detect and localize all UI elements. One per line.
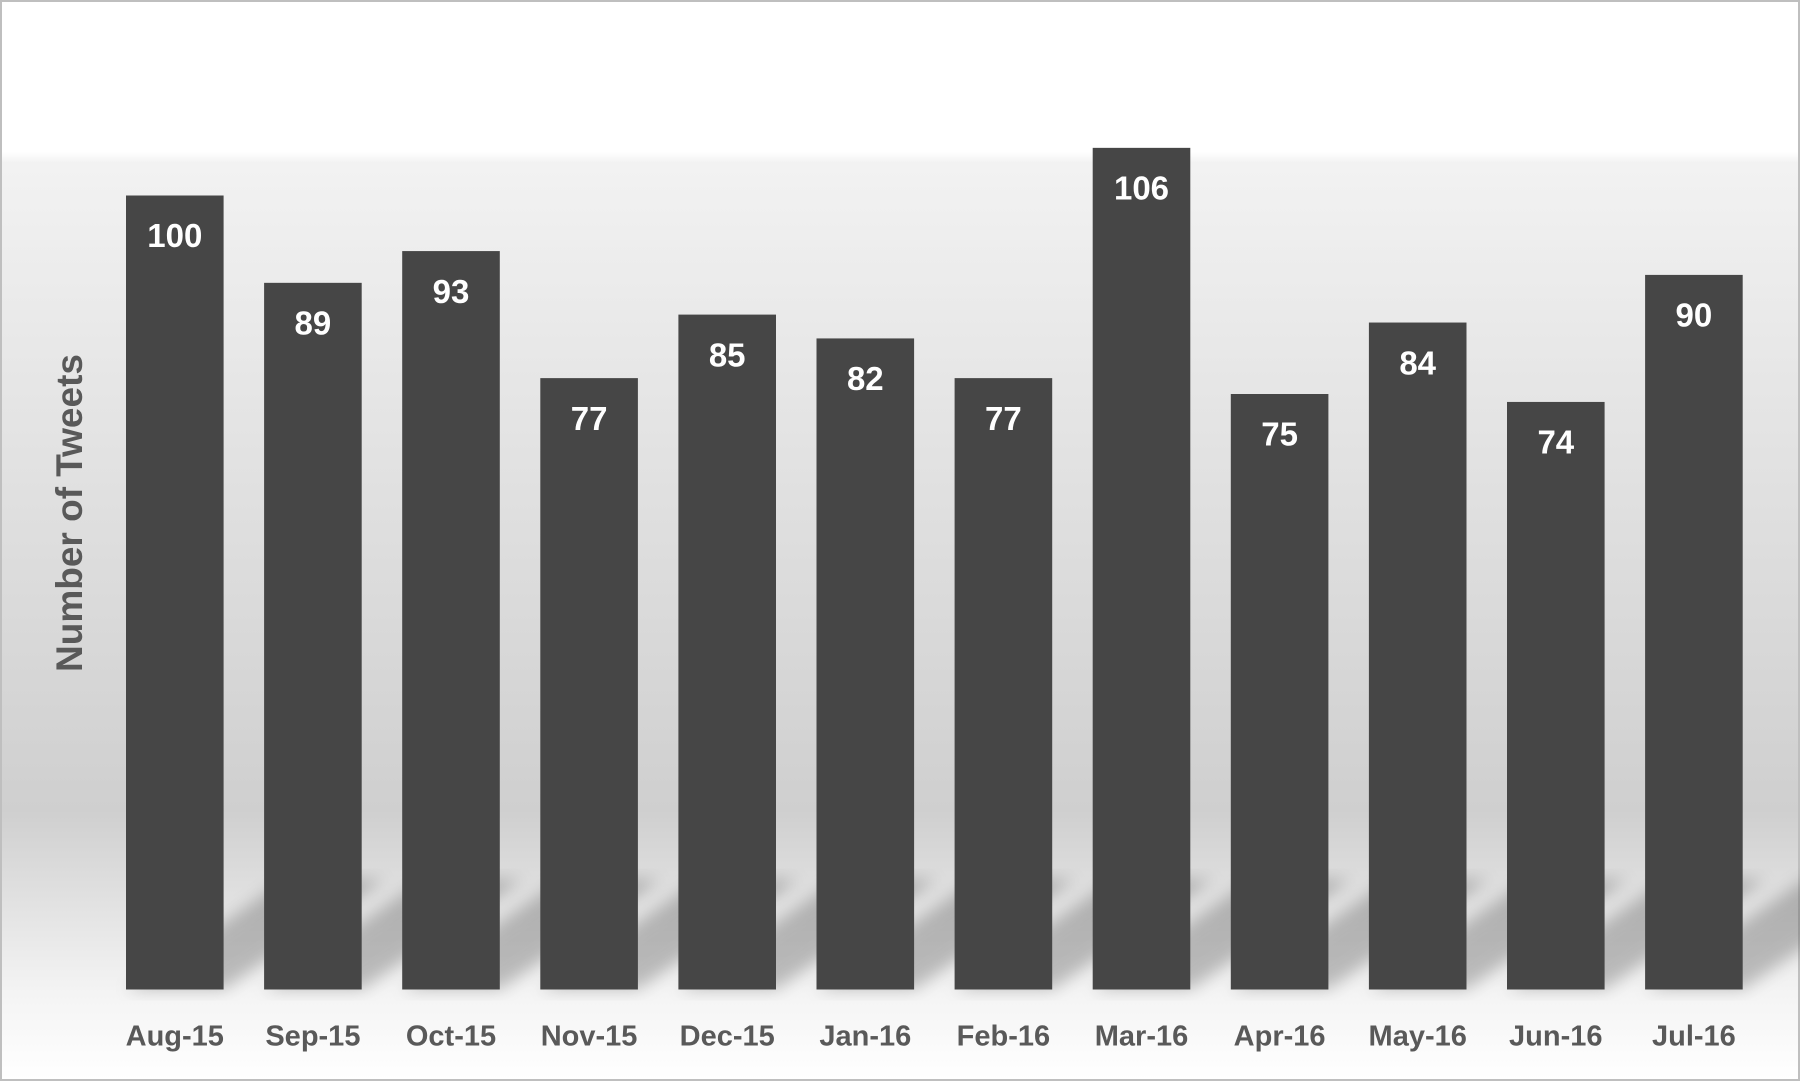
bar bbox=[264, 282, 362, 990]
value-label: 75 bbox=[1261, 416, 1298, 453]
value-label: 85 bbox=[709, 336, 746, 373]
x-tick-label: Aug-15 bbox=[126, 1021, 224, 1053]
x-tick-label: Nov-15 bbox=[541, 1021, 638, 1053]
x-tick-label: Apr-16 bbox=[1234, 1021, 1326, 1053]
x-tick-label: Oct-15 bbox=[406, 1021, 496, 1053]
bar bbox=[1092, 147, 1191, 990]
bar bbox=[816, 338, 915, 990]
bar bbox=[678, 314, 776, 990]
bar bbox=[1230, 394, 1329, 990]
x-tick-label: Dec-15 bbox=[680, 1021, 775, 1053]
value-label: 100 bbox=[147, 217, 202, 254]
value-label: 89 bbox=[295, 305, 332, 342]
value-label: 74 bbox=[1537, 424, 1574, 461]
bar bbox=[1368, 322, 1467, 990]
x-tick-label: Jan-16 bbox=[819, 1021, 911, 1053]
bar bbox=[540, 378, 638, 990]
x-tick-label: Sep-15 bbox=[265, 1021, 360, 1053]
value-label: 106 bbox=[1114, 170, 1169, 207]
x-tick-label: Feb-16 bbox=[957, 1021, 1050, 1053]
x-tick-label: Mar-16 bbox=[1095, 1021, 1189, 1053]
bar bbox=[126, 195, 224, 990]
bar bbox=[954, 378, 1053, 990]
y-axis-label: Number of Tweets bbox=[49, 354, 90, 672]
value-label: 82 bbox=[847, 360, 884, 397]
x-tick-label: Jul-16 bbox=[1652, 1021, 1736, 1053]
value-label: 84 bbox=[1399, 344, 1436, 381]
x-tick-label: May-16 bbox=[1369, 1021, 1467, 1053]
x-tick-label: Jun-16 bbox=[1509, 1021, 1602, 1053]
value-label: 93 bbox=[433, 273, 470, 310]
bar bbox=[402, 251, 500, 990]
value-label: 77 bbox=[985, 400, 1022, 437]
value-label: 77 bbox=[571, 400, 608, 437]
value-label: 90 bbox=[1676, 297, 1713, 334]
bar bbox=[1507, 401, 1605, 990]
bar bbox=[1645, 274, 1743, 990]
